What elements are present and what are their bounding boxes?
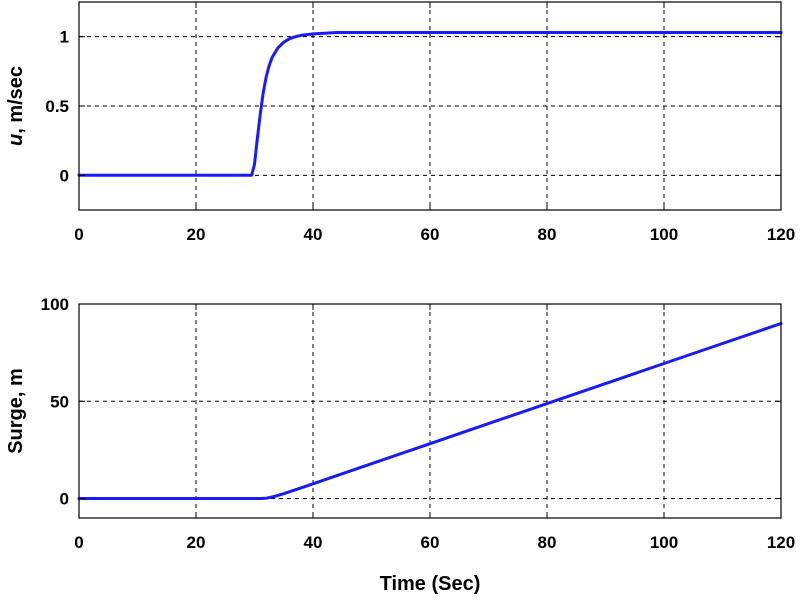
x-tick-label: 120 — [767, 225, 795, 244]
chart-panel-u: 0 20 40 60 80 100 120 0 0.5 1 u, m/sec — [5, 1, 795, 244]
x-tick-label: 0 — [74, 225, 83, 244]
x-tick-label: 40 — [304, 533, 323, 552]
x-tick-label: 20 — [187, 225, 206, 244]
y-tick-label: 0.5 — [45, 97, 69, 116]
chart-panel-surge: 0 20 40 60 80 100 120 0 50 100 Surge, m Time (Sec) — [5, 295, 795, 595]
x-tick-label: 100 — [650, 225, 678, 244]
x-tick-label: 120 — [767, 533, 795, 552]
x-tick-label: 20 — [187, 533, 206, 552]
x-tick-label: 80 — [538, 225, 557, 244]
x-tick-label: 60 — [421, 225, 440, 244]
y-tick-label: 50 — [50, 392, 69, 411]
x-axis-label: Time (Sec) — [380, 573, 481, 595]
x-tick-label: 80 — [538, 533, 557, 552]
y-tick-label: 0 — [60, 166, 69, 185]
x-tick-label: 0 — [74, 533, 83, 552]
y-axis-label-rest: , m/sec — [5, 66, 27, 134]
y-tick-label: 0 — [60, 490, 69, 509]
series-line-0 — [77, 31, 783, 177]
x-tick-label: 40 — [304, 225, 323, 244]
y-tick-label: 100 — [41, 295, 69, 314]
y-axis-label-italic: u — [5, 134, 27, 146]
x-tick-label: 60 — [421, 533, 440, 552]
x-tick-label: 100 — [650, 533, 678, 552]
y-tick-label: 1 — [60, 28, 69, 47]
y-axis-label: Surge, m — [5, 368, 27, 454]
series-line-0 — [77, 322, 783, 500]
y-axis-label: u, m/sec — [5, 66, 27, 146]
